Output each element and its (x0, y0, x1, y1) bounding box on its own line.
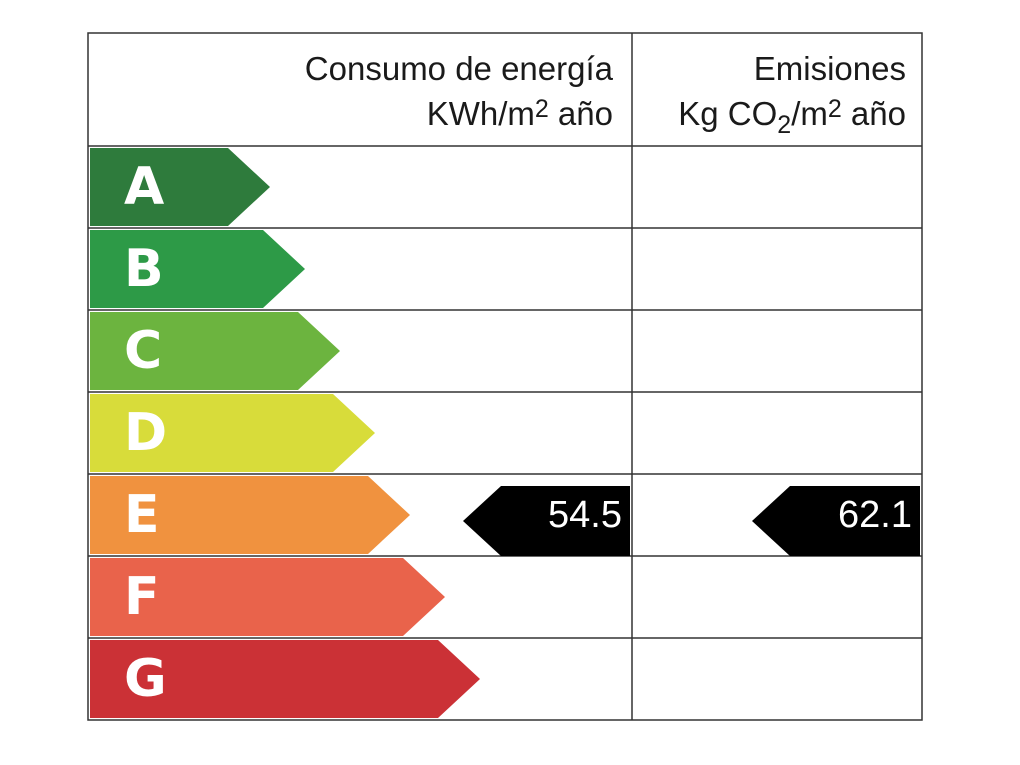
energy-title: Consumo de energía (305, 50, 614, 87)
value-pointer (752, 486, 920, 556)
rating-letter: A (124, 157, 164, 217)
rating-arrow (90, 558, 445, 636)
rating-letter: G (124, 649, 167, 709)
unit-part: año (549, 95, 613, 132)
rating-arrow (90, 148, 270, 226)
rating-letter: F (124, 567, 160, 627)
rating-letter: C (124, 321, 162, 381)
energy-unit: KWh/m2 año (427, 95, 613, 132)
unit-sub: 2 (777, 111, 791, 139)
rating-letter: D (124, 403, 167, 463)
rating-arrow (90, 640, 480, 718)
rating-arrow (90, 230, 305, 308)
rating-arrow (90, 394, 375, 472)
unit-sup: 2 (828, 95, 842, 123)
emissions-unit: Kg CO2/m2 año (678, 95, 906, 139)
unit-part: Kg CO (678, 95, 777, 132)
value-label: 62.1 (838, 494, 912, 536)
emissions-title: Emisiones (754, 50, 906, 87)
unit-part: KWh/m (427, 95, 535, 132)
rating-arrow (90, 476, 410, 554)
rating-arrow (90, 312, 340, 390)
table-border (87, 32, 923, 721)
unit-part: /m (791, 95, 828, 132)
rating-letter: B (124, 239, 164, 299)
unit-sup: 2 (535, 95, 549, 123)
value-pointer (463, 486, 630, 556)
unit-part: año (842, 95, 906, 132)
rating-letter: E (124, 485, 160, 545)
value-label: 54.5 (548, 494, 622, 536)
